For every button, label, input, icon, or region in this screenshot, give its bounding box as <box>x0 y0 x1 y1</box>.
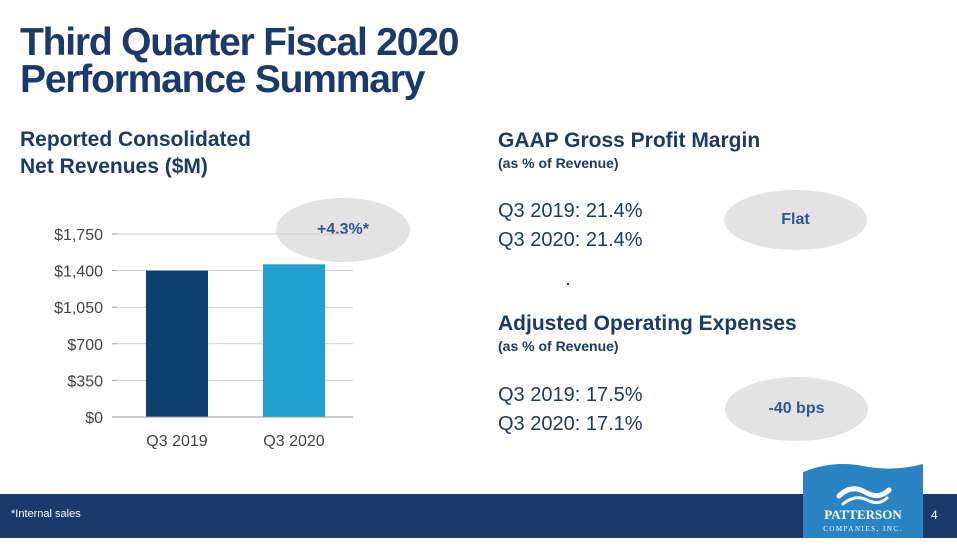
gross-margin-title: GAAP Gross Profit Margin <box>498 129 761 152</box>
y-tick-label: $1,400 <box>54 264 103 281</box>
opex-subtitle: (as % of Revenue) <box>498 338 619 354</box>
revenue-heading-line-1: Reported Consolidated <box>20 128 252 151</box>
bar-q3-2020 <box>263 264 325 417</box>
gross-margin-callout: Flat <box>724 190 867 250</box>
x-tick-label: Q3 2019 <box>146 433 207 450</box>
opex-heading: Adjusted Operating Expenses (as % of Rev… <box>498 310 797 355</box>
logo-wave-icon <box>836 486 892 499</box>
y-tick-label: $0 <box>85 410 103 427</box>
gross-margin-2019: Q3 2019: 21.4% <box>498 200 643 222</box>
gross-margin-callout-label: Flat <box>781 211 810 228</box>
opex-2020: Q3 2020: 17.1% <box>498 413 643 435</box>
revenue-heading-line-2: Net Revenues ($M) <box>20 155 208 178</box>
gross-margin-heading: GAAP Gross Profit Margin (as % of Revenu… <box>498 127 760 172</box>
logo-wave-background <box>803 464 923 538</box>
patterson-logo: PATTERSON COMPANIES, INC. <box>803 464 923 538</box>
title-line-1: Third Quarter Fiscal 2020 <box>20 21 459 64</box>
chart-bars <box>146 264 325 417</box>
opex-callout-label: -40 bps <box>768 400 825 417</box>
gross-margin-subtitle: (as % of Revenue) <box>498 155 619 171</box>
y-tick-label: $1,050 <box>54 300 103 317</box>
y-tick-label: $700 <box>67 337 103 354</box>
title-line-2: Performance Summary <box>20 58 425 101</box>
revenue-heading: Reported Consolidated Net Revenues ($M) <box>20 126 251 180</box>
logo-name: PATTERSON <box>824 507 902 522</box>
chart-x-axis-ticks: Q3 2019 Q3 2020 <box>146 433 324 450</box>
y-tick-label: $1,750 <box>54 227 103 244</box>
opex-title: Adjusted Operating Expenses <box>498 312 797 335</box>
logo-wave-icon-2 <box>841 496 889 506</box>
opex-callout: -40 bps <box>725 377 868 441</box>
page-number: 4 <box>931 508 938 522</box>
y-tick-label: $350 <box>67 373 103 390</box>
page-title: Third Quarter Fiscal 2020 Performance Su… <box>20 21 459 101</box>
chart-y-axis-ticks: $0 $350 $700 $1,050 $1,400 $1,750 <box>54 227 117 427</box>
footer-bar: *Internal sales 4 <box>0 494 957 538</box>
footnote: *Internal sales <box>11 508 81 520</box>
stray-dot <box>567 283 569 285</box>
gross-margin-2020: Q3 2020: 21.4% <box>498 229 643 251</box>
opex-2019: Q3 2019: 17.5% <box>498 384 643 406</box>
gross-margin-values: Q3 2019: 21.4% Q3 2020: 21.4% <box>498 197 643 255</box>
x-tick-label: Q3 2020 <box>263 433 324 450</box>
opex-values: Q3 2019: 17.5% Q3 2020: 17.1% <box>498 381 643 439</box>
bar-q3-2019 <box>146 270 208 417</box>
logo-tagline: COMPANIES, INC. <box>823 525 903 533</box>
